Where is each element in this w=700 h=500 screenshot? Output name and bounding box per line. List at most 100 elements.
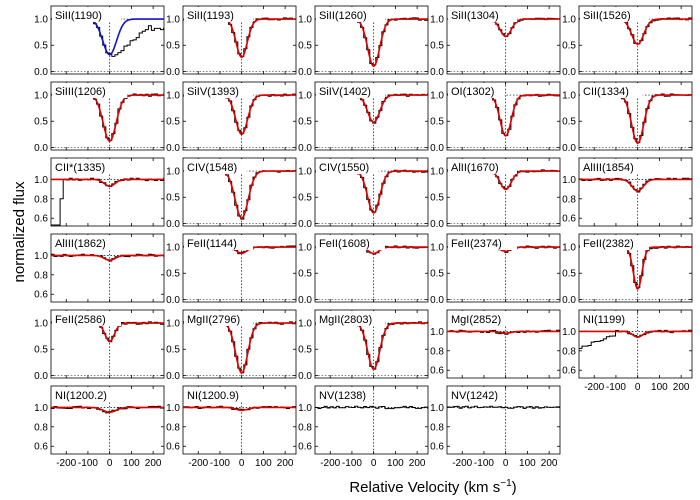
x-tick-label: 0: [503, 458, 509, 469]
panel-frame: [578, 157, 693, 227]
y-tick-label: 0.8: [430, 422, 444, 433]
y-tick-label: 0.5: [298, 41, 312, 52]
panel-siiv-1402-: 0.0 0.5 1.0 SiIV(1402): [298, 81, 429, 154]
y-tick-label: 1.0: [298, 167, 312, 178]
y-tick-label: 0.0: [34, 371, 48, 382]
x-tick-label: 100: [255, 458, 272, 469]
model-fit-curve: [51, 18, 164, 56]
panel-frame: [314, 309, 429, 379]
x-tick-label: 100: [651, 382, 668, 393]
model-fit-curve: [447, 330, 560, 335]
panel-siiii-1206-: 0.0 0.5 1.0 SiIII(1206): [34, 81, 165, 154]
panel-grid: 0.00.51.0 SiII(1190)0.00.51.0 SiII(1193)0.…: [34, 5, 693, 469]
panel-feii-1144-: 0.0 0.5 1.0 FeII(1144): [166, 233, 297, 306]
panel-label-background: [184, 311, 253, 326]
model-fit-curve: [51, 254, 164, 261]
model-fit-curve: [183, 18, 296, 59]
model-fit-curve: [579, 18, 692, 46]
panel-label-background: [52, 159, 121, 174]
y-tick-label: 1.0: [562, 327, 576, 338]
model-fit-curve: [315, 170, 428, 214]
y-tick-label: 0.0: [562, 143, 576, 154]
y-tick-label: 0.5: [430, 269, 444, 280]
panel-nv-1242-: 0.6 0.8 1.0 -200 -100 0 100 200 NV(1242): [430, 385, 561, 469]
x-tick-label: -200: [452, 458, 472, 469]
panel-siii-1190-: 0.0 0.5 1.0 SiII(1190): [34, 5, 165, 78]
panel-label-background: [580, 7, 649, 22]
model-fit-curve: [51, 406, 164, 413]
y-tick-label: 0.0: [298, 219, 312, 230]
data-spectrum: [315, 169, 429, 213]
data-spectrum: [447, 93, 561, 136]
y-tick-label: 0.5: [430, 41, 444, 52]
panel-label: NI(1200.9): [187, 390, 239, 402]
y-tick-label: 1.0: [166, 319, 180, 330]
y-tick-label: 0.0: [166, 219, 180, 230]
y-tick-label: 1.0: [34, 175, 48, 186]
y-tick-label: 0.0: [34, 67, 48, 78]
y-tick-label: 0.5: [298, 345, 312, 356]
panel-label: CIV(1550): [319, 162, 369, 174]
panel-siiv-1393-: 0.0 0.5 1.0 SiIV(1393): [166, 81, 297, 154]
model-fit-curve: [579, 94, 692, 145]
panel-label: CII(1334): [583, 86, 629, 98]
panel-frame: [446, 81, 561, 151]
panel-nv-1238-: 0.6 0.8 1.0 -200 -100 0 100 200 NV(1238): [298, 385, 429, 469]
data-spectrum: [183, 93, 297, 134]
panel-frame: [182, 385, 297, 455]
y-tick-label: 0.8: [430, 346, 444, 357]
y-tick-label: 0.5: [562, 117, 576, 128]
model-fit-curve: [183, 406, 296, 412]
model-fit-curve: [183, 170, 296, 220]
panel-frame: [182, 81, 297, 151]
panel-frame: [50, 385, 165, 455]
data-spectrum: [579, 93, 693, 144]
panel-label-background: [316, 83, 385, 98]
y-tick-label: 0.5: [166, 41, 180, 52]
panel-label: SiII(1193): [187, 10, 234, 22]
panel-frame: [50, 157, 165, 227]
panel-label: MgII(2796): [187, 314, 240, 326]
y-tick-label: 1.0: [562, 91, 576, 102]
panel-label-background: [52, 83, 128, 98]
x-tick-label: 100: [123, 458, 140, 469]
y-tick-label: 1.0: [34, 91, 48, 102]
y-tick-label: 1.0: [430, 15, 444, 26]
panel-frame: [314, 157, 429, 227]
y-tick-label: 0.5: [166, 345, 180, 356]
panel-frame: [446, 5, 561, 75]
y-tick-label: 0.0: [166, 295, 180, 306]
panel-label: NI(1199): [583, 314, 625, 326]
y-tick-label: 0.0: [430, 219, 444, 230]
y-tick-label: 0.0: [562, 295, 576, 306]
panel-label: MgI(2852): [451, 314, 501, 326]
y-axis-label: normalized flux: [11, 181, 28, 282]
data-spectrum: [51, 93, 165, 141]
y-tick-label: 0.5: [430, 117, 444, 128]
panel-label-background: [448, 311, 511, 326]
model-fit-curve: [579, 178, 692, 192]
y-tick-label: 0.5: [34, 117, 48, 128]
y-tick-label: 0.6: [34, 290, 48, 301]
x-tick-label: 200: [673, 382, 690, 393]
model-fit-curve: [315, 18, 428, 68]
y-tick-label: 1.0: [298, 319, 312, 330]
y-tick-label: 0.6: [562, 214, 576, 225]
y-tick-label: 1.0: [166, 15, 180, 26]
data-spectrum: [183, 169, 297, 220]
panel-cii-1334-: 0.0 0.5 1.0 CII(1334): [562, 81, 693, 154]
x-tick-label: 0: [107, 458, 113, 469]
y-tick-label: 1.0: [298, 243, 312, 254]
data-spectrum: [315, 93, 429, 124]
panel-frame: [182, 5, 297, 75]
panel-frame: [182, 233, 297, 303]
model-fit-curve: [315, 322, 428, 370]
y-tick-label: 0.0: [430, 67, 444, 78]
x-tick-label: -200: [584, 382, 604, 393]
y-tick-label: 0.5: [430, 193, 444, 204]
panel-label-background: [184, 235, 253, 250]
panel-label: FeII(2382): [583, 238, 634, 250]
panel-aliii-1854-: 0.6 0.8 1.0 AlIII(1854): [562, 157, 693, 227]
panel-frame: [446, 233, 561, 303]
y-tick-label: 0.5: [166, 193, 180, 204]
